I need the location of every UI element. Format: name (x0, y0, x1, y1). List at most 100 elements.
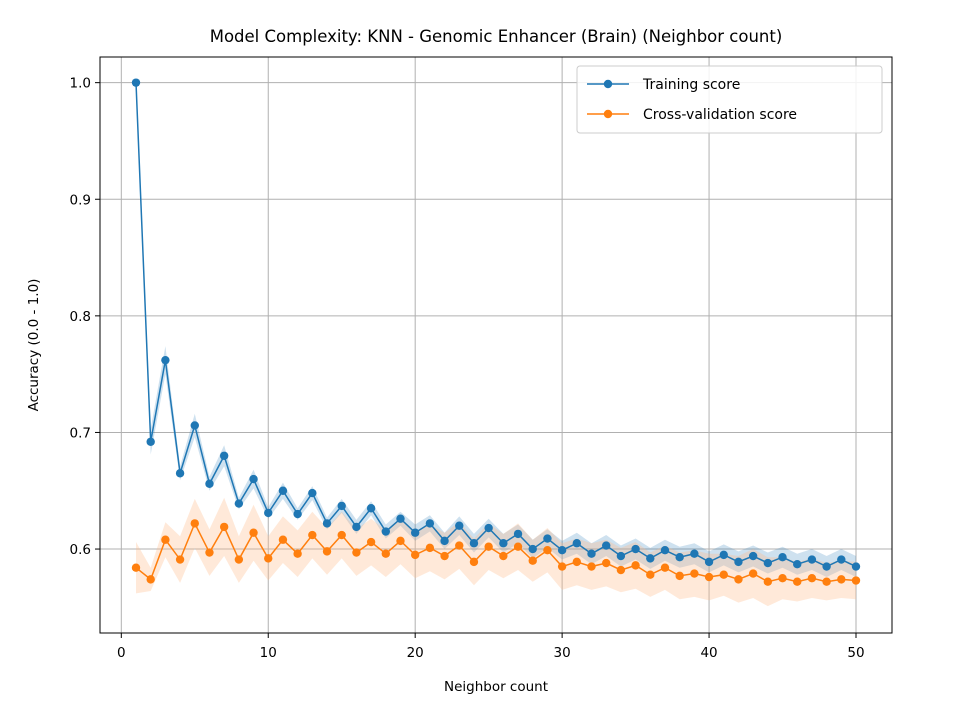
point-series-1 (308, 530, 317, 540)
point-series-0 (499, 539, 508, 548)
point-series-1 (249, 528, 258, 537)
point-series-1 (528, 556, 537, 565)
point-series-0 (234, 499, 244, 508)
point-series-0 (469, 539, 479, 548)
point-series-1 (572, 557, 582, 567)
point-series-0 (837, 555, 846, 564)
point-series-0 (161, 355, 170, 365)
point-series-0 (763, 558, 773, 568)
y-axis-label: Accuracy (0.0 - 1.0) (26, 279, 42, 412)
y-tick-label: 1.0 (70, 76, 91, 92)
point-series-1 (352, 548, 361, 557)
point-series-0 (704, 557, 714, 567)
chart-title: Model Complexity: KNN - Genomic Enhancer… (210, 27, 783, 46)
point-series-0 (528, 544, 537, 554)
point-series-1 (822, 577, 831, 586)
point-series-1 (484, 542, 493, 551)
point-series-0 (807, 555, 817, 564)
point-series-0 (543, 534, 552, 543)
point-series-1 (410, 550, 420, 560)
point-series-1 (631, 561, 640, 570)
point-series-1 (734, 575, 743, 584)
point-series-1 (499, 551, 508, 561)
point-series-1 (748, 569, 758, 578)
point-series-0 (352, 522, 361, 532)
point-series-0 (734, 557, 743, 567)
point-series-1 (396, 536, 405, 546)
point-series-1 (219, 522, 229, 532)
point-series-1 (205, 548, 214, 557)
point-series-1 (587, 562, 596, 571)
point-series-0 (322, 519, 332, 528)
point-series-1 (337, 530, 346, 540)
point-series-1 (322, 547, 332, 556)
point-series-1 (557, 562, 567, 571)
legend-marker-series-0 (603, 79, 613, 89)
point-series-0 (675, 553, 684, 562)
point-series-1 (293, 549, 302, 558)
point-series-0 (190, 421, 199, 430)
legend-marker-series-1 (603, 109, 613, 119)
point-series-0 (587, 549, 596, 558)
point-series-1 (616, 565, 626, 575)
point-series-1 (602, 558, 611, 568)
x-tick-label: 0 (117, 645, 126, 661)
x-tick-label: 50 (847, 645, 864, 661)
point-series-1 (675, 571, 684, 581)
point-series-1 (513, 542, 523, 551)
point-series-0 (513, 529, 523, 539)
point-series-0 (851, 562, 861, 571)
point-series-0 (616, 551, 626, 561)
point-series-1 (425, 543, 435, 553)
point-series-0 (308, 488, 317, 498)
point-series-1 (455, 541, 464, 550)
legend-label-series-1: Cross-validation score (643, 107, 797, 123)
point-series-0 (793, 560, 802, 569)
point-series-1 (719, 570, 728, 579)
point-series-0 (410, 528, 420, 537)
point-series-0 (572, 539, 582, 548)
point-series-0 (337, 501, 346, 511)
point-series-1 (161, 535, 170, 544)
point-series-0 (396, 514, 405, 523)
point-series-0 (175, 469, 185, 478)
point-series-1 (131, 563, 141, 572)
x-tick-label: 10 (260, 645, 277, 661)
point-series-1 (366, 537, 376, 547)
axis-ticks: 0 10 20 30 40 50 0.6 0.7 0.8 0.9 1.0 (70, 76, 865, 661)
y-tick-label: 0.7 (70, 425, 91, 441)
point-series-1 (543, 546, 552, 555)
point-series-0 (366, 504, 376, 513)
point-series-0 (822, 562, 831, 571)
point-series-0 (660, 546, 670, 555)
y-tick-label: 0.6 (70, 542, 91, 558)
point-series-0 (219, 451, 229, 460)
point-series-0 (146, 437, 155, 446)
y-tick-label: 0.9 (70, 192, 91, 208)
point-series-1 (264, 554, 273, 563)
point-series-0 (557, 546, 567, 555)
point-series-1 (146, 575, 155, 584)
point-series-1 (234, 555, 244, 564)
point-series-0 (205, 479, 214, 488)
x-tick-label: 30 (554, 645, 571, 661)
point-series-1 (778, 573, 787, 583)
point-series-0 (264, 508, 273, 518)
point-series-1 (763, 577, 773, 586)
point-series-0 (719, 550, 728, 560)
point-series-0 (131, 78, 141, 87)
point-series-0 (778, 553, 787, 562)
point-series-0 (293, 509, 302, 519)
point-series-1 (837, 575, 846, 584)
x-tick-label: 40 (700, 645, 717, 661)
point-series-0 (690, 549, 699, 558)
point-series-1 (690, 569, 699, 578)
point-series-1 (278, 535, 288, 544)
point-series-0 (440, 536, 449, 546)
point-series-0 (602, 541, 611, 550)
point-series-0 (381, 527, 390, 536)
legend: Training score Cross-validation score (576, 65, 883, 134)
legend-label-series-0: Training score (642, 77, 740, 93)
y-tick-label: 0.8 (70, 309, 91, 325)
series-markers (131, 78, 861, 586)
